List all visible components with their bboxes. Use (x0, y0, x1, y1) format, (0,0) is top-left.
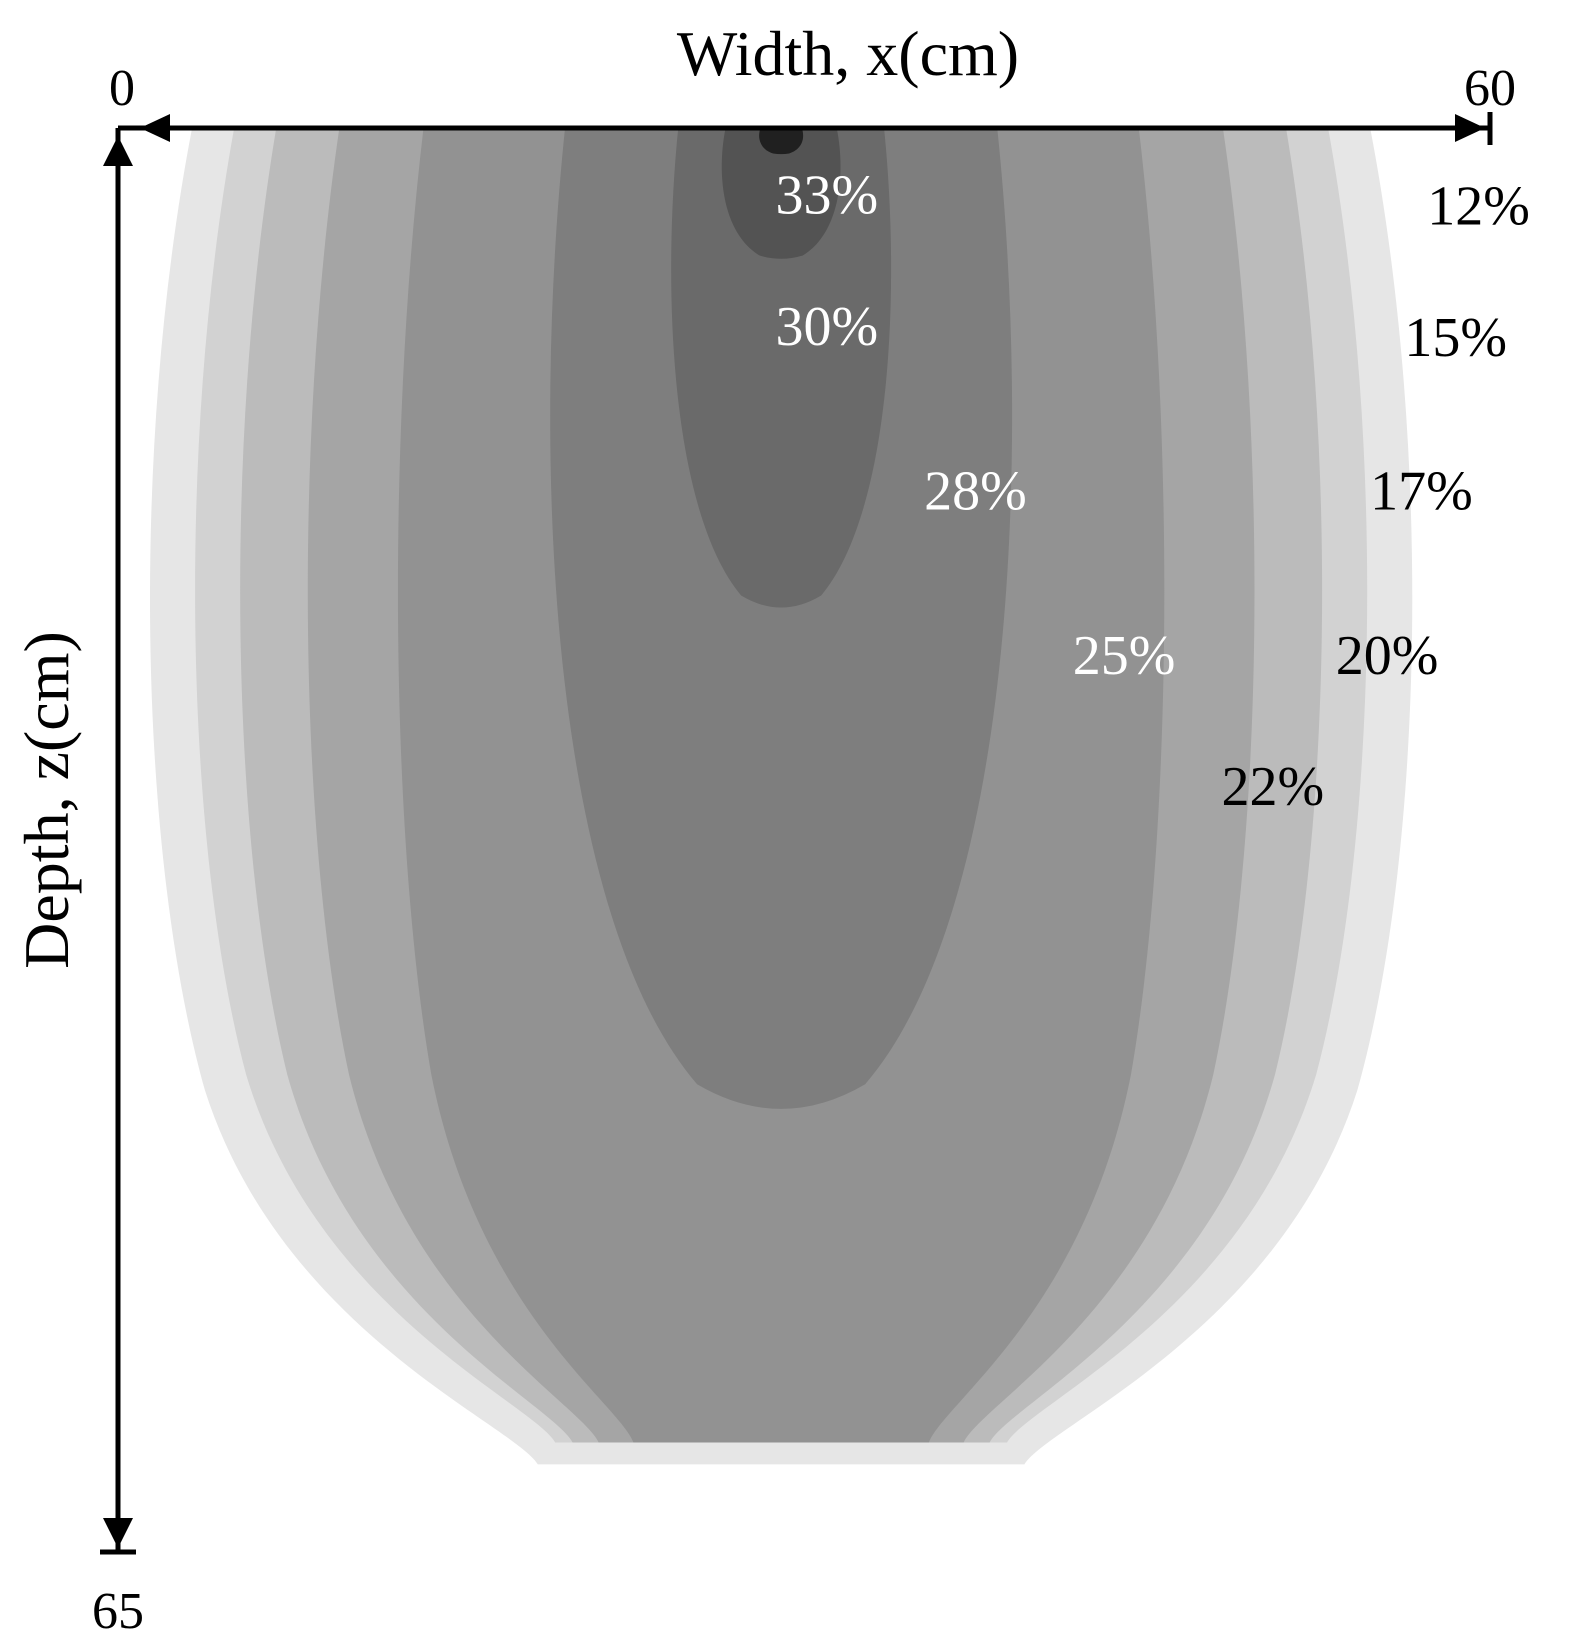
contour-label-28: 28% (924, 460, 1027, 522)
contour-label-33: 33% (776, 165, 879, 227)
y-axis-title: Depth, z(cm) (11, 631, 82, 969)
contour-label-20: 20% (1336, 625, 1439, 687)
y-tick-label-end: 65 (92, 1583, 144, 1640)
axes (100, 112, 1493, 1555)
contour-label-12: 12% (1427, 176, 1530, 238)
x-tick-label-start: 0 (109, 60, 135, 117)
contour-label-25: 25% (1073, 625, 1176, 687)
x-axis-title: Width, x(cm) (677, 18, 1019, 89)
y-axis-arrow-top (103, 136, 133, 166)
x-tick-label-end: 60 (1464, 60, 1516, 117)
contour-label-15: 15% (1404, 307, 1507, 369)
contour-labels: 33% 30% 28% 25% 22% 20% 17% 15% 12% (776, 165, 1530, 819)
contour-region-28 (671, 128, 892, 608)
contour-label-22: 22% (1221, 756, 1324, 818)
contour-regions (149, 128, 1413, 1465)
contour-region-25 (550, 128, 1013, 1109)
contour-label-30: 30% (776, 296, 879, 358)
x-axis-arrow-left (140, 114, 170, 142)
contour-region-30 (721, 128, 841, 259)
y-axis-arrow-bottom (103, 1518, 133, 1548)
contour-label-17: 17% (1370, 460, 1473, 522)
contour-region-33 (759, 128, 804, 155)
x-axis-arrow-right (1455, 114, 1485, 142)
